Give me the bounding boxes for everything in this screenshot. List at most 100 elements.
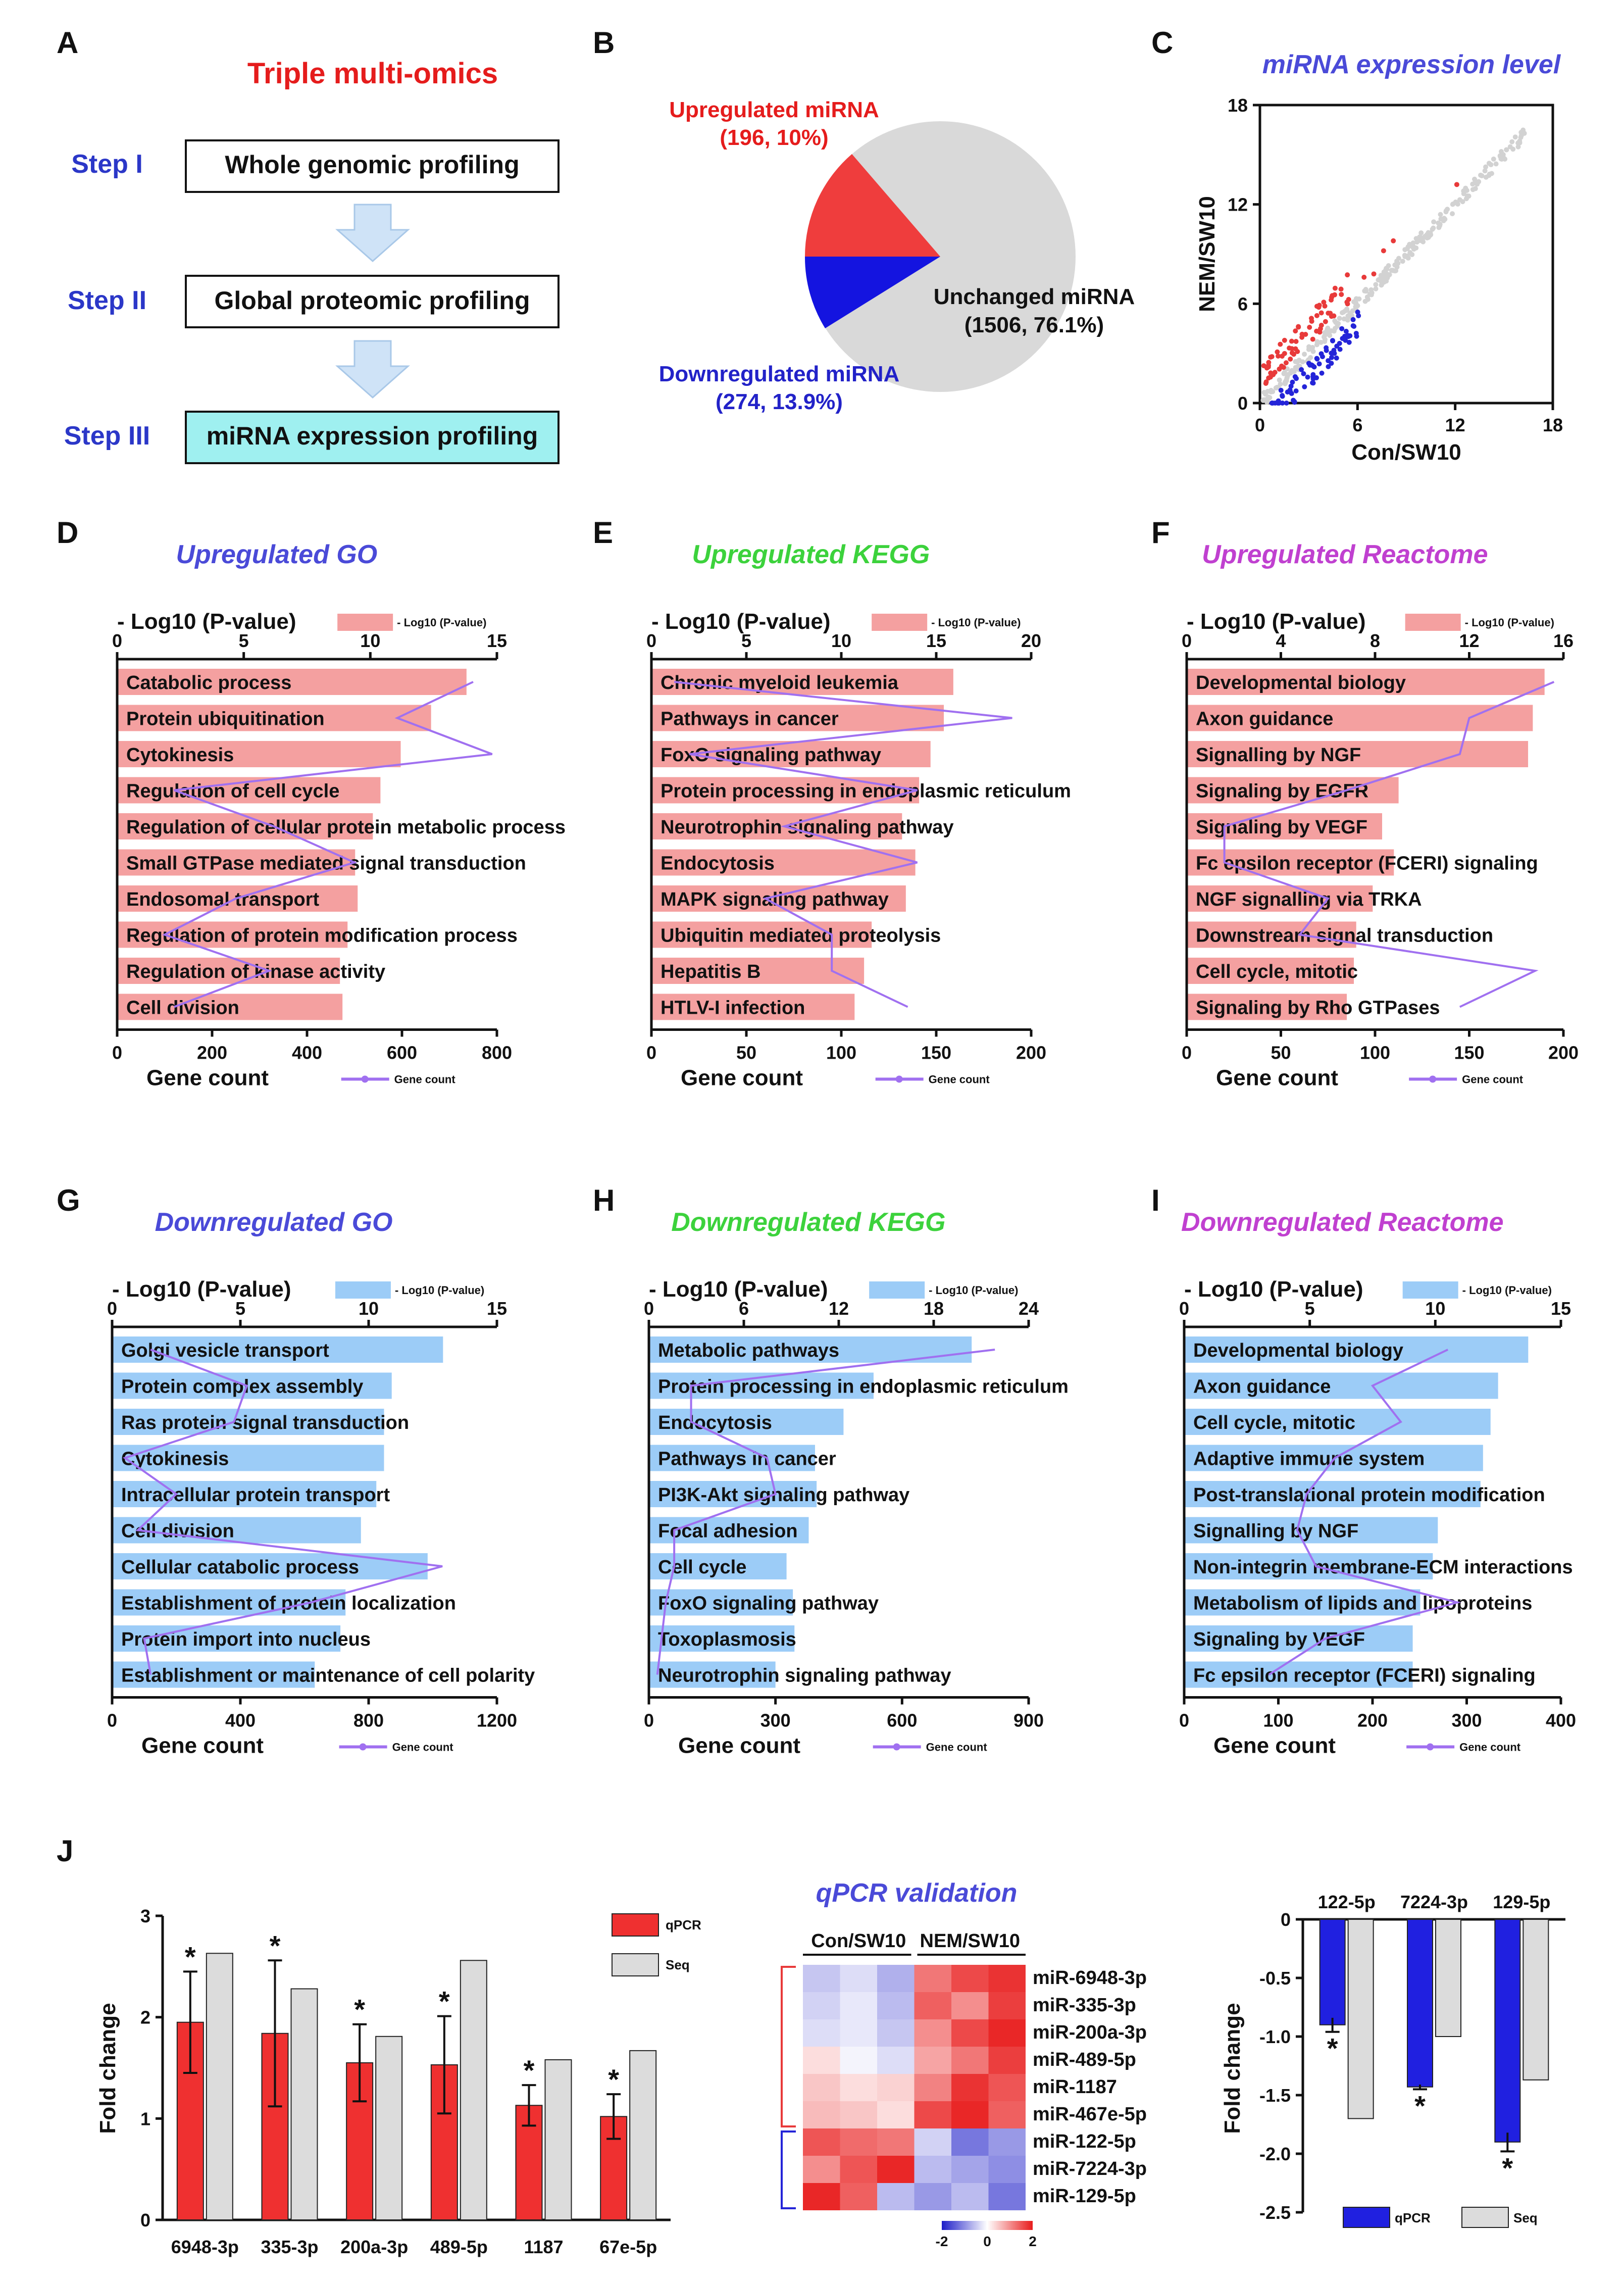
heatmap-title: qPCR validation xyxy=(816,1878,1018,1908)
heatmap-cell xyxy=(914,2156,951,2183)
category-label: Cell cycle, mitotic xyxy=(1196,961,1358,982)
scatter-point-unchanged xyxy=(1402,253,1407,258)
heatmap-row-label: miR-6948-3p xyxy=(1033,1967,1147,1989)
y-tick-label: -1.0 xyxy=(1259,2026,1291,2047)
category-label: Signalling by NGF xyxy=(1196,745,1361,766)
scatter-point-unchanged xyxy=(1384,266,1390,272)
category-label: Axon guidance xyxy=(1196,709,1333,730)
scatter-points xyxy=(1260,127,1527,406)
scatter-point-up xyxy=(1268,370,1274,376)
scatter-point-down xyxy=(1319,370,1325,376)
pie-detail-up: (196, 10%) xyxy=(720,125,828,150)
bar xyxy=(651,813,902,839)
step-3-label: Step III xyxy=(64,421,150,451)
scatter-point-down xyxy=(1350,317,1356,322)
gene-count-line xyxy=(656,1349,995,1675)
bar xyxy=(117,921,348,948)
heatmap-cell xyxy=(951,2019,989,2047)
y-tick-label: 1 xyxy=(140,2108,150,2129)
bar xyxy=(112,1445,384,1471)
heatmap-row-label: miR-129-5p xyxy=(1033,2186,1136,2207)
category-label: Neurotrophin signaling pathway xyxy=(658,1665,951,1687)
step-2-text: Global proteomic profiling xyxy=(215,286,530,315)
top-axis-label: - Log10 (P-value) xyxy=(651,609,831,634)
scatter-point-unchanged xyxy=(1493,161,1499,167)
bar xyxy=(651,705,944,731)
chart-j-downregulated-fold: 0 -0.5 -1.0 -1.5 -2.0 -2.5 Fold change * 122-5p *… xyxy=(1220,1892,1565,2228)
pie-detail-down: (274, 13.9%) xyxy=(716,389,843,414)
step-2-box xyxy=(185,275,560,328)
bottom-tick-label: 400 xyxy=(1546,1710,1576,1731)
scatter-point-unchanged xyxy=(1380,275,1385,281)
heatmap-cell xyxy=(877,2156,915,2183)
heatmap-cell xyxy=(803,1965,840,1992)
x-tick-label: 0 xyxy=(1255,415,1265,435)
scatter-point-unchanged xyxy=(1363,288,1369,294)
y-tick-label: 12 xyxy=(1228,194,1248,215)
scatter-point-down xyxy=(1343,328,1349,334)
scatter-point-down xyxy=(1337,346,1343,352)
category-label: Cell cycle, mitotic xyxy=(1193,1412,1355,1433)
scatter-point-unchanged xyxy=(1455,202,1460,207)
category-label: Developmental biology xyxy=(1196,672,1406,693)
bar xyxy=(649,1625,795,1652)
scatter-point-unchanged xyxy=(1296,358,1301,364)
bar xyxy=(1187,669,1545,695)
top-axis-label: - Log10 (P-value) xyxy=(112,1277,291,1302)
bottom-tick-label: 400 xyxy=(225,1710,256,1731)
x-tick-label: 122-5p xyxy=(1318,1892,1376,1912)
heatmap-cell xyxy=(988,2019,1026,2047)
bar xyxy=(1187,741,1529,767)
category-label: FoxO signaling pathway xyxy=(658,1593,879,1614)
bar xyxy=(1184,1336,1529,1363)
bar xyxy=(651,994,855,1020)
bottom-tick-label: 0 xyxy=(112,1043,122,1063)
scatter-point-unchanged xyxy=(1512,134,1518,140)
scatter-point-up xyxy=(1329,297,1334,303)
scatter-point-unchanged xyxy=(1483,164,1489,170)
heatmap-row-label: miR-335-3p xyxy=(1033,1995,1136,2016)
category-label: Non-integrin membrane-ECM interactions xyxy=(1193,1557,1573,1578)
legend-bar-label: - Log10 (P-value) xyxy=(1462,1284,1552,1297)
bottom-tick-label: 300 xyxy=(760,1710,791,1731)
scatter-point-up xyxy=(1272,370,1278,375)
scatter-point-down xyxy=(1316,361,1322,367)
scatter-point-unchanged xyxy=(1373,282,1379,287)
scatter-point-unchanged xyxy=(1364,294,1370,300)
pie-label-down: Downregulated miRNA xyxy=(659,362,900,386)
scatter-point-unchanged xyxy=(1431,225,1436,231)
x-tick-label: 12 xyxy=(1445,415,1465,435)
category-label: Fc epsilon receptor (FCERI) signaling xyxy=(1196,853,1538,874)
legend-bar-swatch xyxy=(335,1281,391,1299)
heatmap-cell xyxy=(951,1992,989,2019)
top-tick-label: 5 xyxy=(235,1298,245,1319)
heatmap-cell xyxy=(877,1992,915,2019)
top-tick-label: 15 xyxy=(487,630,507,651)
scatter-point-unchanged xyxy=(1482,168,1488,174)
gene-count-line xyxy=(162,681,493,1008)
panel-letter: E xyxy=(593,516,613,550)
legend-line-label: Gene count xyxy=(1459,1741,1521,1754)
heatmap-cell xyxy=(988,2074,1026,2101)
pie-slice-upregulated xyxy=(805,154,940,257)
scatter-point-unchanged xyxy=(1268,388,1274,393)
scatter-point-down xyxy=(1334,343,1340,349)
top-tick-label: 20 xyxy=(1021,630,1041,651)
heatmap-cell xyxy=(951,2074,989,2101)
bar xyxy=(651,849,916,876)
significance-marker: * xyxy=(439,1986,450,2017)
heatmap-cell xyxy=(840,2183,877,2210)
scatter-point-down xyxy=(1280,393,1285,399)
scatter-point-down xyxy=(1284,401,1289,406)
scatter-point-unchanged xyxy=(1515,144,1521,150)
chart-title: Upregulated KEGG xyxy=(692,540,930,569)
significance-marker: * xyxy=(354,1994,365,2025)
legend-seq-swatch xyxy=(1461,2207,1509,2228)
category-label: Signaling by VEGF xyxy=(1193,1629,1365,1650)
chart-title: Downregulated Reactome xyxy=(1181,1208,1504,1237)
bar xyxy=(117,741,401,767)
bar xyxy=(112,1625,341,1652)
scatter-point-unchanged xyxy=(1520,127,1526,133)
top-tick-label: 0 xyxy=(644,1298,654,1319)
scatter-point-down xyxy=(1288,389,1293,394)
